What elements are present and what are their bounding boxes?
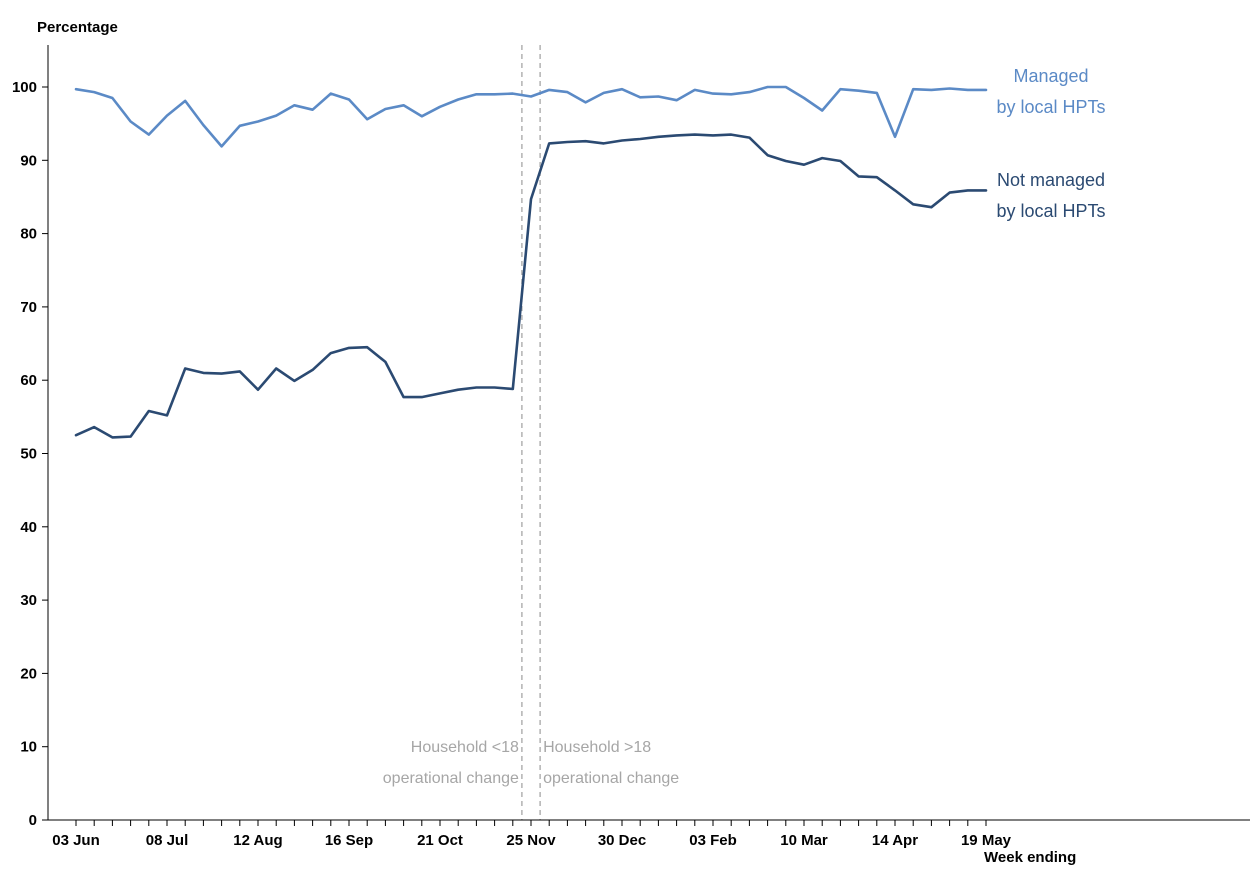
- series-line: [74, 133, 988, 439]
- x-tick-label: 10 Mar: [780, 832, 828, 849]
- x-tick-label: 30 Dec: [598, 832, 646, 849]
- series-labels: Managed by local HPTs Not managed by local …: [996, 66, 1105, 221]
- x-tick-label: 12 Aug: [233, 832, 282, 849]
- y-tick-label: 30: [20, 592, 37, 609]
- annotation-text: operational change: [383, 770, 519, 787]
- x-axis-title: Week ending: [984, 849, 1076, 866]
- series-lines: [74, 85, 988, 439]
- y-tick-label: 50: [20, 446, 37, 463]
- annotation-text: Household <18: [411, 739, 519, 756]
- y-tick-label: 60: [20, 372, 37, 389]
- annotation-text: operational change: [543, 770, 679, 787]
- x-tick-label: 03 Feb: [689, 832, 737, 849]
- y-tick-label: 100: [12, 79, 37, 96]
- y-axis-ticks: 0 10 20 30 40 50 60 70 80 90 100: [12, 79, 48, 829]
- x-tick-label: 14 Apr: [872, 832, 918, 849]
- x-tick-label: 03 Jun: [52, 832, 100, 849]
- series-label: Managed: [1013, 66, 1088, 86]
- series-line: [74, 85, 988, 148]
- annotation-text: Household >18: [543, 739, 651, 756]
- y-tick-label: 70: [20, 299, 37, 316]
- y-tick-label: 80: [20, 226, 37, 243]
- x-tick-label: 25 Nov: [506, 832, 556, 849]
- y-tick-label: 20: [20, 665, 37, 682]
- reference-lines: [521, 45, 541, 820]
- x-tick-label: 19 May: [961, 832, 1012, 849]
- x-tick-label: 21 Oct: [417, 832, 463, 849]
- axes: [47, 45, 1250, 821]
- annotations: Household <18 operational change Household…: [383, 739, 680, 787]
- y-tick-label: 10: [20, 739, 37, 756]
- x-tick-label: 16 Sep: [325, 832, 373, 849]
- series-label: by local HPTs: [996, 97, 1105, 117]
- series-label: by local HPTs: [996, 201, 1105, 221]
- series-label: Not managed: [997, 170, 1105, 190]
- y-axis-title: Percentage: [37, 19, 118, 36]
- y-tick-label: 40: [20, 519, 37, 536]
- x-axis-ticks: 03 Jun 08 Jul 12 Aug 16 Sep 21 Oct 25 Nov 30 D…: [52, 820, 1012, 849]
- y-tick-label: 0: [29, 812, 37, 829]
- y-tick-label: 90: [20, 152, 37, 169]
- x-tick-label: 08 Jul: [146, 832, 189, 849]
